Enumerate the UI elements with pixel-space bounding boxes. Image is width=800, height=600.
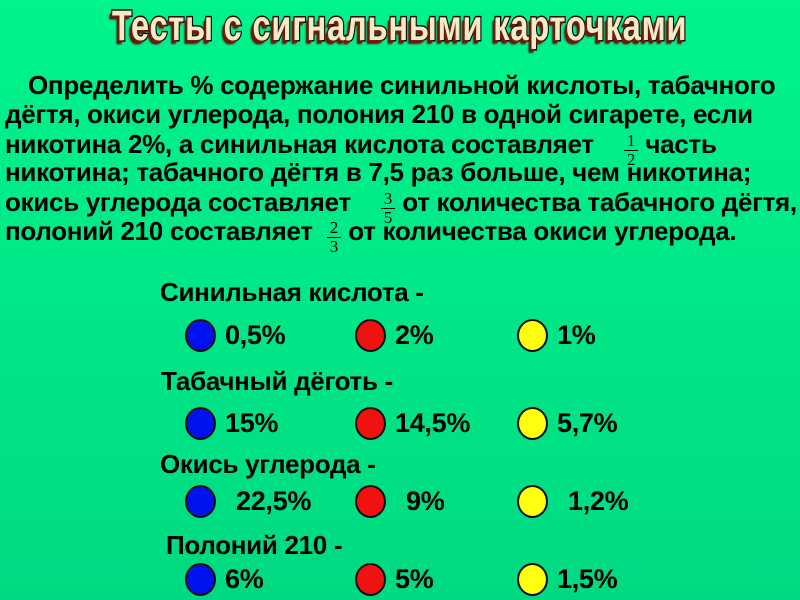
percent-value: 5% [395,563,434,594]
signal-option: 5% [355,562,434,596]
signal-option: 9% [355,484,445,518]
percent-value: 9% [406,485,445,516]
problem-line: Определить % содержание синильной кислот… [28,70,776,100]
slide-title-text: Тесты с сигнальными карточками [111,1,688,52]
yellow-card-icon [517,484,548,518]
signal-option: 0,5% [185,318,286,352]
yellow-card-icon [517,562,548,596]
percent-value: 1% [557,319,596,350]
signal-option: 14,5% [355,406,470,440]
problem-line: никотина; табачного дёгтя в 7,5 раз боль… [5,157,752,187]
percent-value: 1,2% [568,485,629,516]
red-card-icon [355,318,386,352]
percent-value: 5,7% [557,407,618,438]
blue-card-icon [185,484,216,518]
blue-card-icon [185,562,216,596]
signal-option: 1% [517,318,596,352]
red-card-icon [355,484,386,518]
signal-option: 5,7% [517,406,618,440]
signal-row-label-polonium-210: Полоний 210 - [166,530,343,560]
red-card-icon [355,562,386,596]
problem-line: никотина 2%, а синильная кислота составл… [5,129,717,169]
signal-option: 1,5% [517,562,618,596]
signal-option: 1,2% [517,484,629,518]
percent-value: 14,5% [395,407,471,438]
blue-card-icon [185,406,216,440]
problem-line: окись углерода составляет 3 5 от количества… [5,187,797,227]
yellow-card-icon [517,406,548,440]
problem-line: полоний 210 составляет 2 3 от количества ок… [5,216,737,256]
blue-card-icon [185,318,216,352]
percent-value: 6% [225,563,264,594]
signal-row-label-carbon-monoxide: Окись углерода - [160,449,376,479]
signal-row-label-hydrocyanic-acid: Синильная кислота - [160,277,424,307]
percent-value: 0,5% [225,319,286,350]
percent-value: 22,5% [236,485,312,516]
slide-title: Тесты с сигнальными карточками [0,1,800,52]
signal-option: 6% [185,562,264,596]
signal-option: 15% [185,406,278,440]
red-card-icon [355,406,386,440]
problem-line: дёгтя, окиси углерода, полония 210 в одн… [5,99,753,129]
percent-value: 15% [225,407,279,438]
percent-value: 1,5% [557,563,618,594]
signal-option: 2% [355,318,434,352]
signal-option: 22,5% [185,484,311,518]
yellow-card-icon [517,318,548,352]
signal-row-label-tobacco-tar: Табачный дёготь - [161,366,393,396]
percent-value: 2% [395,319,434,350]
